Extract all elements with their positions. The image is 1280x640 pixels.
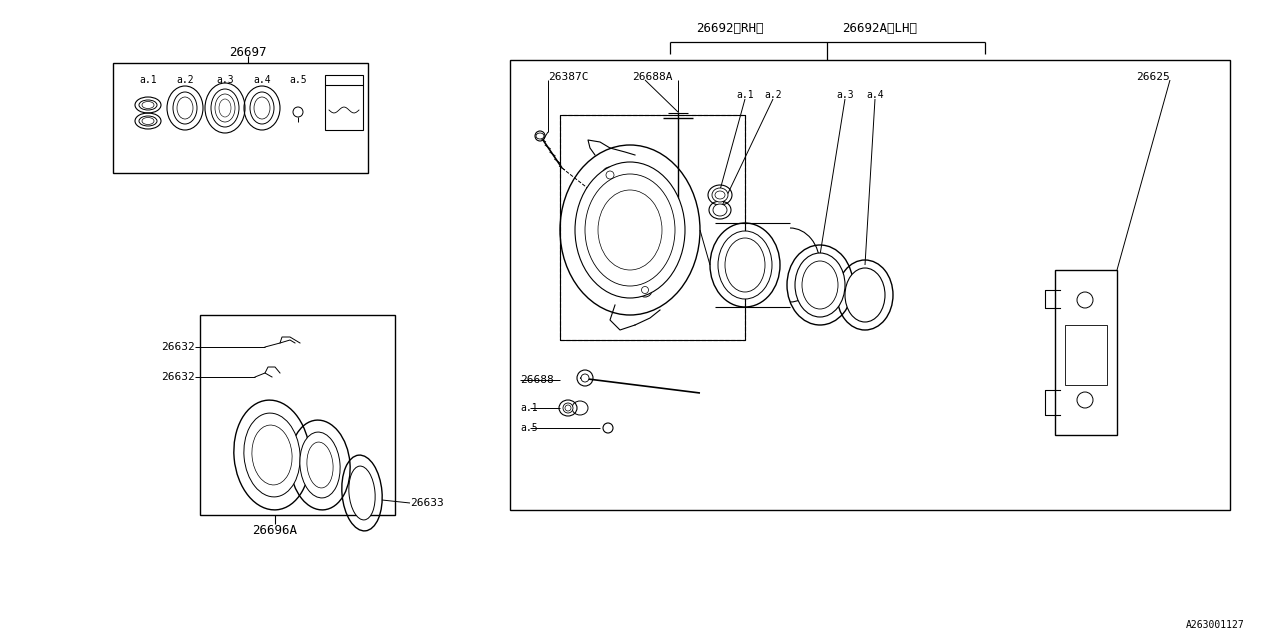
Text: 26697: 26697 [229,45,266,58]
Ellipse shape [845,268,884,322]
Text: a.1: a.1 [520,403,538,413]
Ellipse shape [244,413,300,497]
Ellipse shape [211,89,239,127]
Bar [561,115,745,340]
Text: 26696A: 26696A [252,525,297,538]
Ellipse shape [140,116,157,126]
Ellipse shape [713,204,727,216]
Bar [561,115,745,340]
Text: 26688: 26688 [520,375,554,385]
Bar [113,63,369,173]
Text: a.1: a.1 [736,90,754,100]
Ellipse shape [173,92,197,124]
Bar [200,315,396,515]
Ellipse shape [300,432,340,498]
Ellipse shape [250,92,274,124]
Bar [509,60,1230,510]
Text: a.3: a.3 [836,90,854,100]
Text: 26625: 26625 [1137,72,1170,82]
Text: a.2: a.2 [177,75,193,85]
Text: 26633: 26633 [410,498,444,508]
Ellipse shape [712,188,728,202]
Text: 26692A〈LH〉: 26692A〈LH〉 [842,22,918,35]
Bar [1065,325,1107,385]
Text: a.4: a.4 [867,90,883,100]
Text: 26387C: 26387C [548,72,589,82]
Text: 26632: 26632 [161,342,195,352]
Ellipse shape [536,133,544,139]
Ellipse shape [575,162,685,298]
Text: A263001127: A263001127 [1187,620,1245,630]
Text: a.1: a.1 [140,75,157,85]
Bar [325,75,364,130]
Text: a.4: a.4 [253,75,271,85]
Text: a.2: a.2 [764,90,782,100]
Ellipse shape [140,100,157,110]
Text: a.3: a.3 [216,75,234,85]
Text: a.5: a.5 [289,75,307,85]
Text: 26688A: 26688A [632,72,672,82]
Ellipse shape [718,231,772,299]
Ellipse shape [795,253,845,317]
Ellipse shape [581,374,589,382]
Text: a.5: a.5 [520,423,538,433]
Text: 26692〈RH〉: 26692〈RH〉 [696,22,764,35]
Ellipse shape [349,466,375,520]
Ellipse shape [563,403,573,413]
Bar [1055,270,1117,435]
Text: 26632: 26632 [161,372,195,382]
